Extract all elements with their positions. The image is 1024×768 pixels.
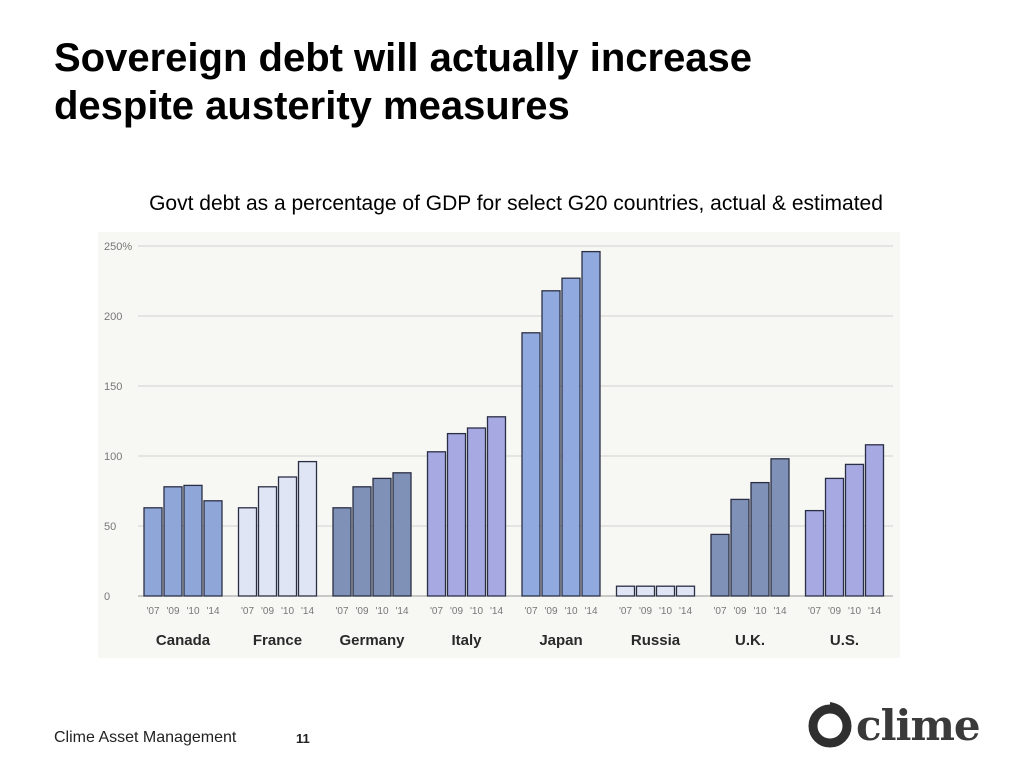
bar [143, 507, 163, 597]
chart-caption: Govt debt as a percentage of GDP for sel… [149, 192, 883, 215]
year-tick-label: '10 [186, 606, 199, 617]
bar [541, 290, 561, 597]
country-label: U.S. [830, 632, 859, 649]
year-tick-label: '07 [713, 606, 726, 617]
y-tick-label: 150 [104, 381, 122, 393]
year-tick-label: '09 [355, 606, 368, 617]
year-tick-label: '09 [450, 606, 463, 617]
bar [277, 476, 298, 597]
country-label: Canada [156, 632, 211, 649]
bar [615, 585, 636, 597]
year-tick-label: '10 [659, 606, 672, 617]
year-tick-label: '07 [619, 606, 632, 617]
chart-panel: 0 50 100 150 200 250% '07 '09 '10 '14 Canada '07 '09… [98, 232, 900, 658]
year-tick-label: '09 [166, 606, 179, 617]
year-tick-label: '10 [281, 606, 294, 617]
country-label: U.K. [735, 632, 765, 649]
year-tick-label: '14 [206, 606, 219, 617]
year-tick-label: '14 [679, 606, 692, 617]
year-tick-label: '07 [241, 606, 254, 617]
slide-title: Sovereign debt will actually increase de… [54, 34, 994, 130]
bar [203, 500, 223, 597]
y-tick-label: 250% [104, 241, 132, 253]
footer-page-number: 11 [296, 731, 310, 746]
country-label: Germany [339, 632, 405, 649]
bar [561, 277, 581, 597]
year-tick-label: '10 [753, 606, 766, 617]
year-tick-label: '07 [524, 606, 537, 617]
bar [257, 486, 278, 597]
slide-title-line-1: Sovereign debt will actually increase [54, 36, 753, 80]
bar [655, 585, 676, 597]
year-tick-label: '14 [773, 606, 786, 617]
year-tick-label: '10 [564, 606, 577, 617]
bar [675, 585, 696, 597]
year-tick-label: '07 [808, 606, 821, 617]
bar [730, 498, 750, 597]
y-tick-label: 0 [104, 591, 110, 603]
bar [426, 451, 447, 597]
year-tick-label: '14 [490, 606, 503, 617]
year-tick-label: '07 [335, 606, 348, 617]
bar [372, 477, 392, 597]
country-label: Russia [631, 632, 681, 649]
logo-mark-icon [808, 702, 852, 748]
country-label: Japan [539, 632, 582, 649]
bar [163, 486, 183, 597]
bar [183, 484, 203, 597]
bar [635, 585, 656, 597]
y-tick-label: 100 [104, 451, 122, 463]
year-tick-label: '14 [868, 606, 881, 617]
year-tick-label: '09 [544, 606, 557, 617]
year-tick-label: '10 [470, 606, 483, 617]
bar [392, 472, 412, 597]
year-tick-label: '14 [584, 606, 597, 617]
year-tick-label: '09 [261, 606, 274, 617]
bar [237, 507, 258, 597]
year-tick-label: '09 [733, 606, 746, 617]
bar [466, 427, 487, 597]
y-tick-label: 200 [104, 311, 122, 323]
debt-bar-chart: 0 50 100 150 200 250% '07 '09 '10 '14 Canada '07 '09… [104, 241, 893, 649]
bar [521, 332, 541, 597]
bar [804, 509, 825, 597]
year-tick-label: '14 [301, 606, 314, 617]
year-tick-label: '10 [375, 606, 388, 617]
bar [770, 458, 790, 597]
year-tick-label: '07 [430, 606, 443, 617]
year-tick-label: '10 [848, 606, 861, 617]
year-tick-label: '09 [639, 606, 652, 617]
bar [844, 463, 865, 597]
bar [864, 444, 885, 597]
bar [581, 250, 601, 597]
y-tick-label: 50 [104, 521, 116, 533]
bar [446, 432, 467, 597]
bar [486, 416, 507, 597]
slide-title-line-2: despite austerity measures [54, 84, 570, 128]
bar [750, 481, 770, 597]
footer-company: Clime Asset Management [54, 729, 237, 746]
clime-logo: clime [808, 700, 998, 752]
country-label: Italy [451, 632, 482, 649]
year-tick-label: '14 [395, 606, 408, 617]
bar [824, 477, 845, 597]
country-label: France [253, 632, 302, 649]
bar [297, 460, 318, 597]
bar [332, 507, 352, 597]
logo-wordmark: clime [856, 701, 981, 750]
bar [352, 486, 372, 597]
year-tick-label: '09 [828, 606, 841, 617]
bar [710, 533, 730, 597]
year-tick-label: '07 [146, 606, 159, 617]
